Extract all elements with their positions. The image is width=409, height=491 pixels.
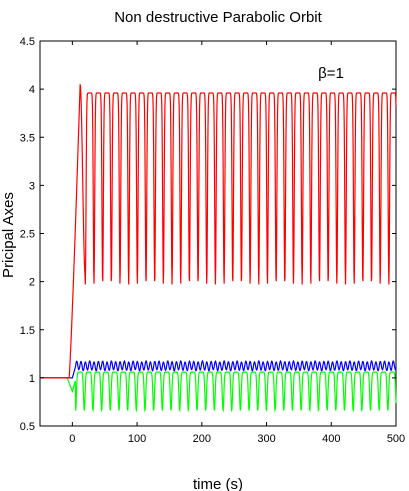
tick-layer: 0 100 200 300 400 500 0.5 1 1.5 2 2.5 3 3.5 4 4.5	[20, 36, 405, 445]
series-line-blue	[40, 359, 397, 379]
x-tick-label-100: 100	[128, 433, 146, 445]
x-tick-label-500: 500	[387, 433, 405, 445]
y-tick-label-4: 4	[29, 84, 35, 96]
y-tick-label-2: 2	[29, 277, 35, 289]
y-tick-label-4.5: 4.5	[20, 36, 35, 48]
x-tick-label-400: 400	[322, 433, 340, 445]
y-tick-label-0.5: 0.5	[20, 421, 35, 433]
y-tick-label-3: 3	[29, 180, 35, 192]
series-line-red	[40, 84, 397, 379]
x-tick-label-200: 200	[193, 433, 211, 445]
x-tick-label-0: 0	[69, 433, 75, 445]
series-layer	[40, 84, 397, 413]
y-axis-label: Pricipal Axes	[0, 192, 17, 278]
x-tick-label-300: 300	[257, 433, 275, 445]
y-tick-label-2.5: 2.5	[20, 229, 35, 241]
chart-title: Non destructive Parabolic Orbit	[114, 9, 322, 26]
y-tick-label-1.5: 1.5	[20, 325, 35, 337]
y-tick-label-1: 1	[29, 373, 35, 385]
series-line-green	[40, 371, 397, 413]
beta-annotation: β=1	[318, 65, 344, 82]
y-tick-label-3.5: 3.5	[20, 132, 35, 144]
x-axis-label: time (s)	[193, 476, 243, 491]
